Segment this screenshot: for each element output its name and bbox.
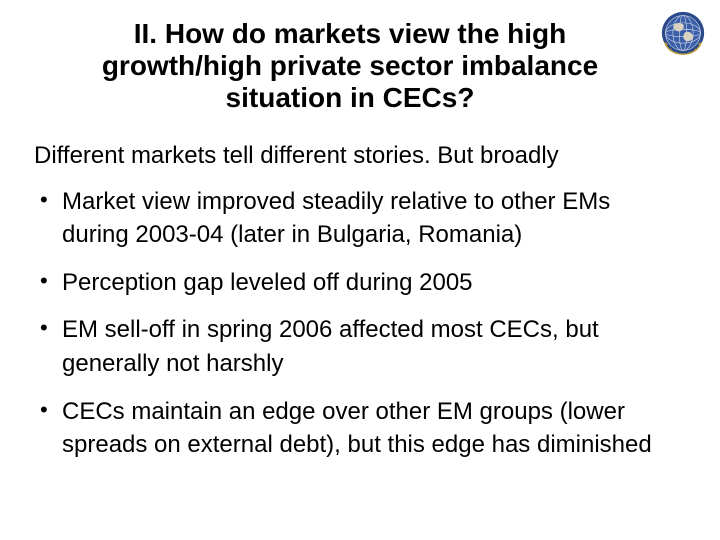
imf-logo <box>660 10 706 56</box>
bullet-item: Market view improved steadily relative t… <box>34 185 682 252</box>
bullet-list: Market view improved steadily relative t… <box>28 185 692 462</box>
bullet-item: Perception gap leveled off during 2005 <box>34 266 682 300</box>
bullet-item: CECs maintain an edge over other EM grou… <box>34 395 682 462</box>
slide: II. How do markets view the high growth/… <box>0 0 720 540</box>
slide-title: II. How do markets view the high growth/… <box>28 18 692 115</box>
lead-text: Different markets tell different stories… <box>28 141 692 171</box>
bullet-item: EM sell-off in spring 2006 affected most… <box>34 313 682 380</box>
